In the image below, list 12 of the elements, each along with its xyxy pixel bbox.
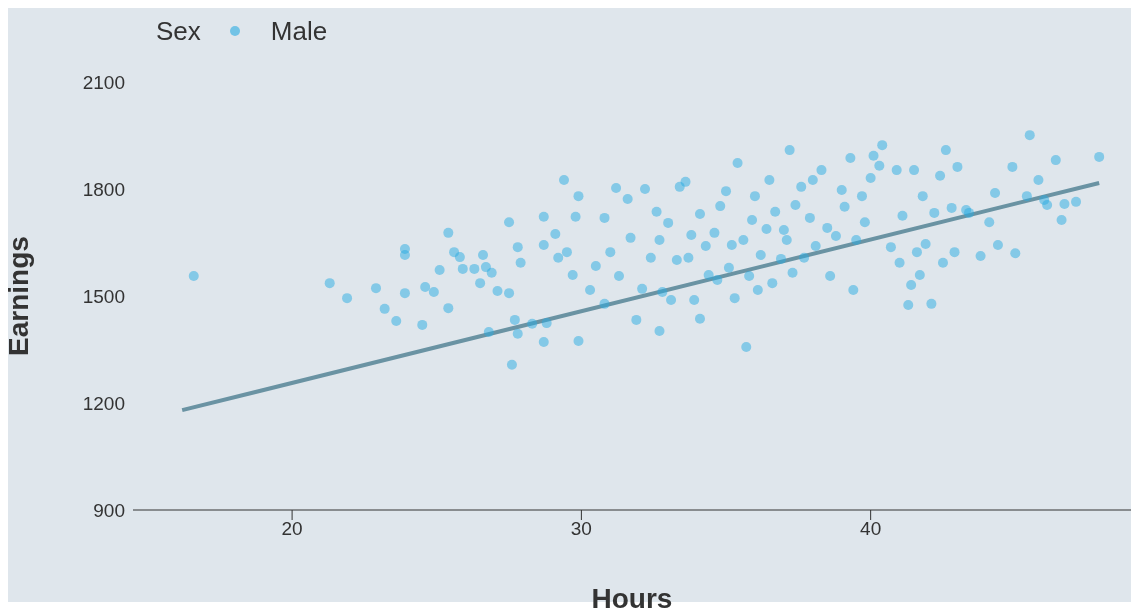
y-tick-label: 1500 (82, 285, 125, 307)
y-tick-label: 1200 (82, 392, 125, 414)
legend-label: Male (270, 15, 328, 47)
y-tick-label: 1800 (82, 178, 125, 200)
x-tick-label: 30 (570, 518, 592, 540)
y-axis-title: Earnings (2, 236, 34, 356)
legend-title: Sex (156, 15, 201, 47)
x-tick-label: 40 (860, 518, 882, 540)
y-tick-label: 900 (93, 499, 125, 521)
x-axis-title: Hours (591, 582, 673, 610)
x-tick-label: 20 (281, 518, 303, 540)
y-tick-label: 2100 (82, 71, 125, 93)
